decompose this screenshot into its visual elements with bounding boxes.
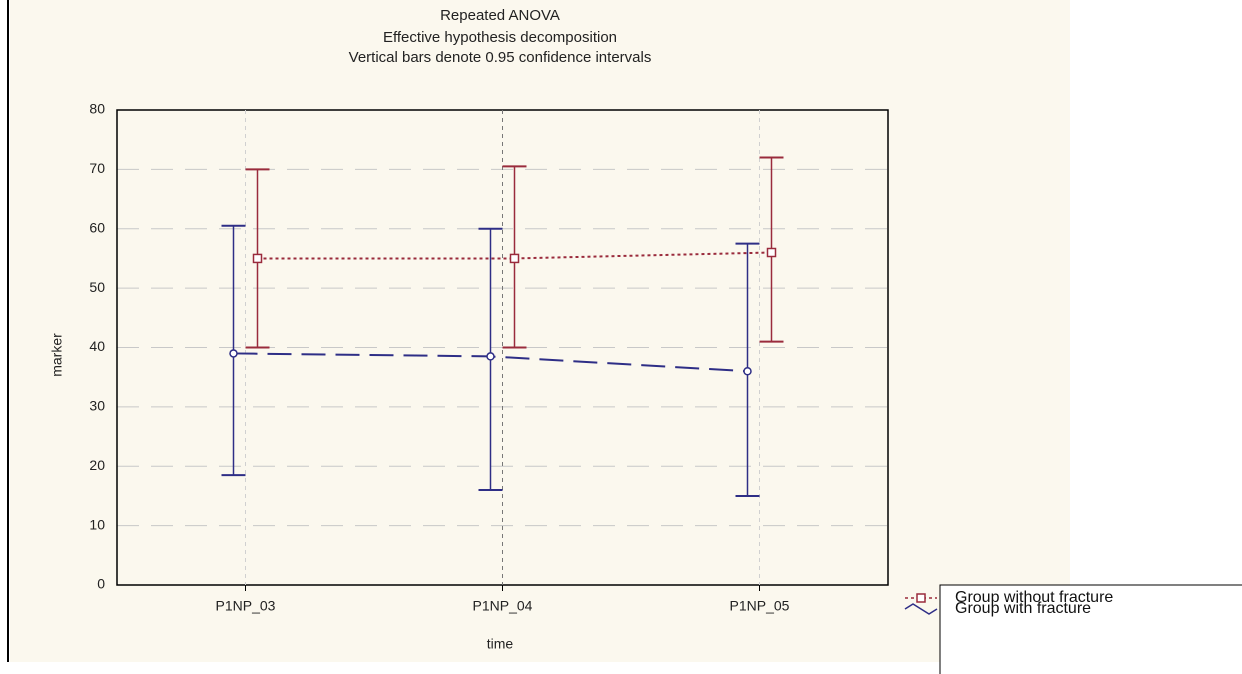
x-tick-label: P1NP_03 — [216, 598, 276, 614]
y-tick-label: 50 — [89, 279, 105, 295]
chart-title: Vertical bars denote 0.95 confidence int… — [349, 49, 652, 66]
legend-marker — [916, 593, 926, 603]
y-tick-label: 80 — [89, 101, 105, 117]
legend-label: Group without fracture — [955, 589, 1113, 606]
x-axis-label: time — [487, 636, 514, 652]
legend-label: Group with fracture — [955, 600, 1091, 617]
point — [229, 349, 238, 358]
y-tick-label: 40 — [89, 338, 105, 354]
chart-background — [10, 0, 1070, 662]
chart-title: Repeated ANOVA — [440, 7, 560, 24]
point — [766, 247, 777, 258]
y-tick-label: 30 — [89, 398, 105, 414]
point — [743, 367, 752, 376]
point — [252, 253, 263, 264]
legend-box — [939, 584, 1242, 674]
y-tick-label: 20 — [89, 457, 105, 473]
chart-title: Effective hypothesis decomposition — [383, 29, 617, 46]
point — [509, 253, 520, 264]
y-axis-label: marker — [49, 333, 65, 377]
series-line — [257, 251, 772, 260]
point — [486, 352, 495, 361]
y-tick-label: 70 — [89, 160, 105, 176]
x-tick-label: P1NP_05 — [730, 598, 790, 614]
legend-marker — [904, 603, 938, 615]
y-tick-label: 60 — [89, 219, 105, 235]
y-tick-label: 0 — [97, 576, 105, 592]
y-tick-label: 10 — [89, 516, 105, 532]
x-tick-label: P1NP_04 — [473, 598, 533, 614]
